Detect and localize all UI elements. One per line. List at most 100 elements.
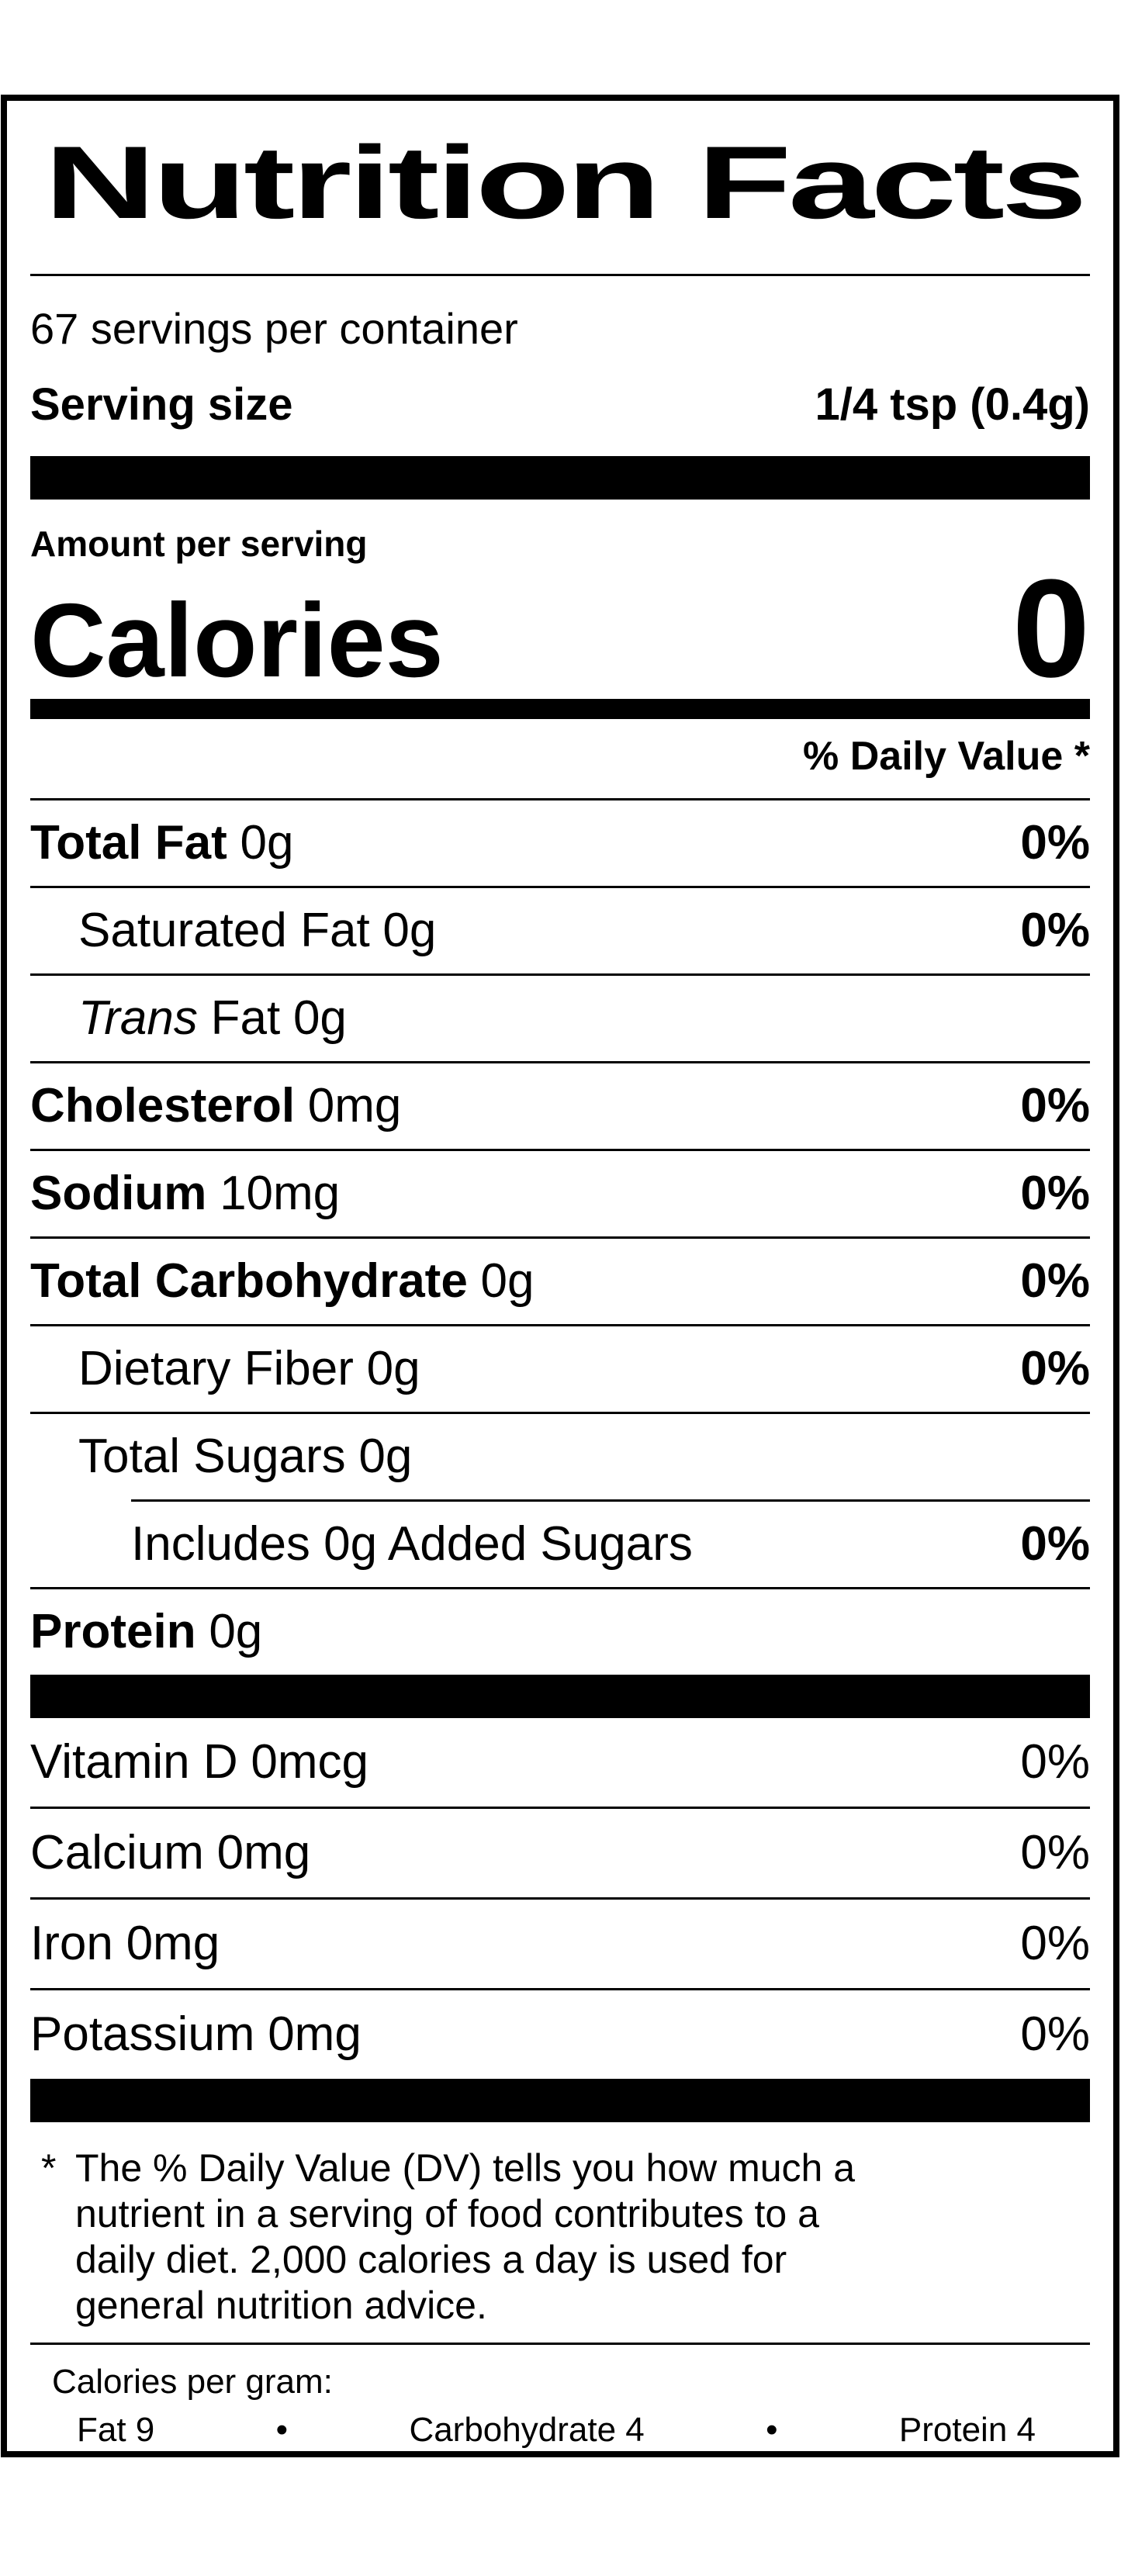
nutrient-name-amount: Total Carbohydrate 0g xyxy=(30,1257,535,1305)
nutrient-name-amount: Saturated Fat 0g xyxy=(78,907,436,955)
nutrient-dv: 0% xyxy=(1020,1517,1090,1572)
vitamin-name: Vitamin D xyxy=(30,1735,238,1789)
vitamin-name: Potassium xyxy=(30,2007,255,2062)
nutrient-rows: Total Fat 0g 0% Saturated Fat 0g 0% Trans F… xyxy=(30,798,1090,1675)
nutrient-name-amount: Protein 0g xyxy=(30,1608,262,1656)
footnote-line: nutrient in a serving of food contribute… xyxy=(75,2192,819,2236)
vitamin-name-amount: Potassium 0mg xyxy=(30,2011,362,2059)
serving-size-label: Serving size xyxy=(30,379,293,430)
footnote-asterisk: * xyxy=(41,2146,57,2190)
nutrient-name: Sodium xyxy=(30,1167,207,1221)
vitamin-row-vitamin-d: Vitamin D 0mcg 0% xyxy=(30,1718,1090,1807)
vitamin-amount: 0mg xyxy=(126,1917,220,1971)
nutrient-row-sodium: Sodium 10mg 0% xyxy=(30,1149,1090,1236)
cpg-item-carbohydrate: Carbohydrate 4 xyxy=(409,2411,645,2450)
vitamin-amount: 0mg xyxy=(216,1826,311,1880)
nutrient-name: Protein xyxy=(30,1605,196,1659)
nutrient-name-rest: Fat xyxy=(210,991,281,1046)
nutrient-name-amount: Sodium 10mg xyxy=(30,1170,340,1218)
daily-value-footnote: * The % Daily Value (DV) tells you how m… xyxy=(30,2146,1090,2329)
calories-per-gram-items: Fat 9 • Carbohydrate 4 • Protein 4 xyxy=(77,2413,1036,2447)
nutrient-amount: 0g xyxy=(480,1254,535,1309)
vitamin-dv: 0% xyxy=(1020,1917,1090,1971)
bullet-separator: • xyxy=(766,2411,778,2450)
nutrient-amount: 0g xyxy=(358,1430,413,1484)
vitamin-amount: 0mcg xyxy=(251,1735,368,1789)
nutrient-name: Dietary Fiber xyxy=(78,1342,354,1396)
vitamin-amount: 0mg xyxy=(268,2007,362,2062)
nutrient-dv: 0% xyxy=(1020,1342,1090,1396)
nutrient-amount: 0g xyxy=(292,991,347,1046)
serving-size-row: Serving size 1/4 tsp (0.4g) xyxy=(30,377,1090,434)
nutrient-name-amount: Total Sugars 0g xyxy=(78,1433,412,1481)
nutrient-row-cholesterol: Cholesterol 0mg 0% xyxy=(30,1061,1090,1149)
nutrient-name-amount: Total Fat 0g xyxy=(30,819,293,867)
nutrient-dv: 0% xyxy=(1020,1079,1090,1133)
nutrient-dv: 0% xyxy=(1020,1254,1090,1309)
nutrient-dv: 0% xyxy=(1020,816,1090,870)
calories-per-gram-divider xyxy=(30,2343,1090,2346)
nutrient-row-total-sugars: Total Sugars 0g xyxy=(30,1412,1090,1499)
daily-value-header: % Daily Value * xyxy=(803,734,1090,780)
label-title-wrap: Nutrition Facts xyxy=(30,101,1090,243)
nutrient-row-saturated-fat: Saturated Fat 0g 0% xyxy=(30,886,1090,973)
nutrient-name-amount: Dietary Fiber 0g xyxy=(78,1345,420,1393)
nutrient-name-amount: Cholesterol 0mg xyxy=(30,1082,401,1130)
vitamin-name-amount: Vitamin D 0mcg xyxy=(30,1738,368,1786)
serving-size-value: 1/4 tsp (0.4g) xyxy=(815,379,1090,430)
calories-per-gram-title: Calories per gram: xyxy=(52,2363,333,2401)
vitamin-row-iron: Iron 0mg 0% xyxy=(30,1897,1090,1988)
nutrient-amount: 0g xyxy=(382,904,437,958)
footnote-line: The % Daily Value (DV) tells you how muc… xyxy=(75,2146,856,2190)
title-divider xyxy=(30,273,1090,276)
calories-value: 0 xyxy=(1012,551,1090,707)
nutrient-name-italic: Trans xyxy=(78,991,198,1046)
nutrient-name: Total Fat xyxy=(30,816,227,870)
nutrient-amount: 10mg xyxy=(220,1167,341,1221)
footnote-line: general nutrition advice. xyxy=(75,2284,487,2328)
thick-separator-bar xyxy=(30,2079,1090,2123)
nutrient-row-added-sugars: Includes 0g Added Sugars 0% xyxy=(30,1502,1090,1587)
amount-per-serving-label: Amount per serving xyxy=(30,524,368,565)
vitamin-row-potassium: Potassium 0mg 0% xyxy=(30,1988,1090,2079)
nutrient-row-dietary-fiber: Dietary Fiber 0g 0% xyxy=(30,1324,1090,1412)
vitamin-row-calcium: Calcium 0mg 0% xyxy=(30,1807,1090,1897)
nutrition-facts-label: Nutrition Facts 67 servings per containe… xyxy=(1,95,1119,2457)
nutrient-row-total-carbohydrate: Total Carbohydrate 0g 0% xyxy=(30,1236,1090,1324)
nutrient-amount: 0mg xyxy=(307,1079,402,1133)
footnote-text: The % Daily Value (DV) tells you how muc… xyxy=(75,2146,1053,2329)
thick-separator-bar xyxy=(30,1675,1090,1719)
footnote-line: daily diet. 2,000 calories a day is used… xyxy=(75,2238,787,2282)
cpg-item-protein: Protein 4 xyxy=(898,2411,1036,2450)
thick-separator-bar xyxy=(30,456,1090,500)
nutrient-name-amount: Includes 0g Added Sugars xyxy=(131,1520,693,1568)
medium-separator-bar xyxy=(30,699,1090,720)
nutrient-row-trans-fat: Trans Fat 0g xyxy=(30,973,1090,1061)
vitamin-dv: 0% xyxy=(1020,1826,1090,1880)
calories-row: Calories 0 xyxy=(30,551,1090,707)
nutrient-name: Cholesterol xyxy=(30,1079,296,1133)
servings-per-container: 67 servings per container xyxy=(30,303,518,353)
vitamin-name-amount: Iron 0mg xyxy=(30,1920,220,1968)
vitamin-name-amount: Calcium 0mg xyxy=(30,1829,310,1877)
nutrient-name: Total Sugars xyxy=(78,1430,346,1484)
cpg-item-fat: Fat 9 xyxy=(77,2411,155,2450)
nutrient-row-protein: Protein 0g xyxy=(30,1587,1090,1675)
label-title: Nutrition Facts xyxy=(44,126,1088,240)
nutrient-amount: 0g xyxy=(209,1605,263,1659)
nutrient-name: Total Carbohydrate xyxy=(30,1254,468,1309)
nutrient-row-total-fat: Total Fat 0g 0% xyxy=(30,798,1090,886)
nutrient-amount: 0g xyxy=(366,1342,420,1396)
calories-label: Calories xyxy=(30,582,444,700)
nutrient-name: Saturated Fat xyxy=(78,904,370,958)
vitamin-name: Calcium xyxy=(30,1826,204,1880)
added-sugars-sub-divider xyxy=(131,1499,1090,1502)
vitamin-name: Iron xyxy=(30,1917,113,1971)
bullet-separator: • xyxy=(275,2411,289,2450)
vitamin-dv: 0% xyxy=(1020,1735,1090,1789)
vitamin-dv: 0% xyxy=(1020,2007,1090,2062)
nutrient-amount: 0g xyxy=(240,816,294,870)
nutrient-dv: 0% xyxy=(1020,1167,1090,1221)
nutrient-name-amount: Trans Fat 0g xyxy=(78,994,347,1043)
